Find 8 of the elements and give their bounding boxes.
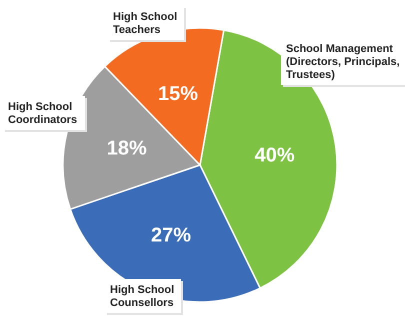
slice-label: High School Teachers (113, 11, 178, 36)
slice-label: School Management (Directors, Principals, Trustees) (286, 43, 400, 81)
data-label: 18% (106, 137, 147, 160)
slice-label: High School Coordinators (8, 101, 78, 126)
slice-label: High School Counsellors (110, 284, 174, 309)
data-label: 40% (254, 144, 295, 167)
data-label: 15% (158, 82, 198, 105)
data-label: 27% (151, 224, 192, 247)
